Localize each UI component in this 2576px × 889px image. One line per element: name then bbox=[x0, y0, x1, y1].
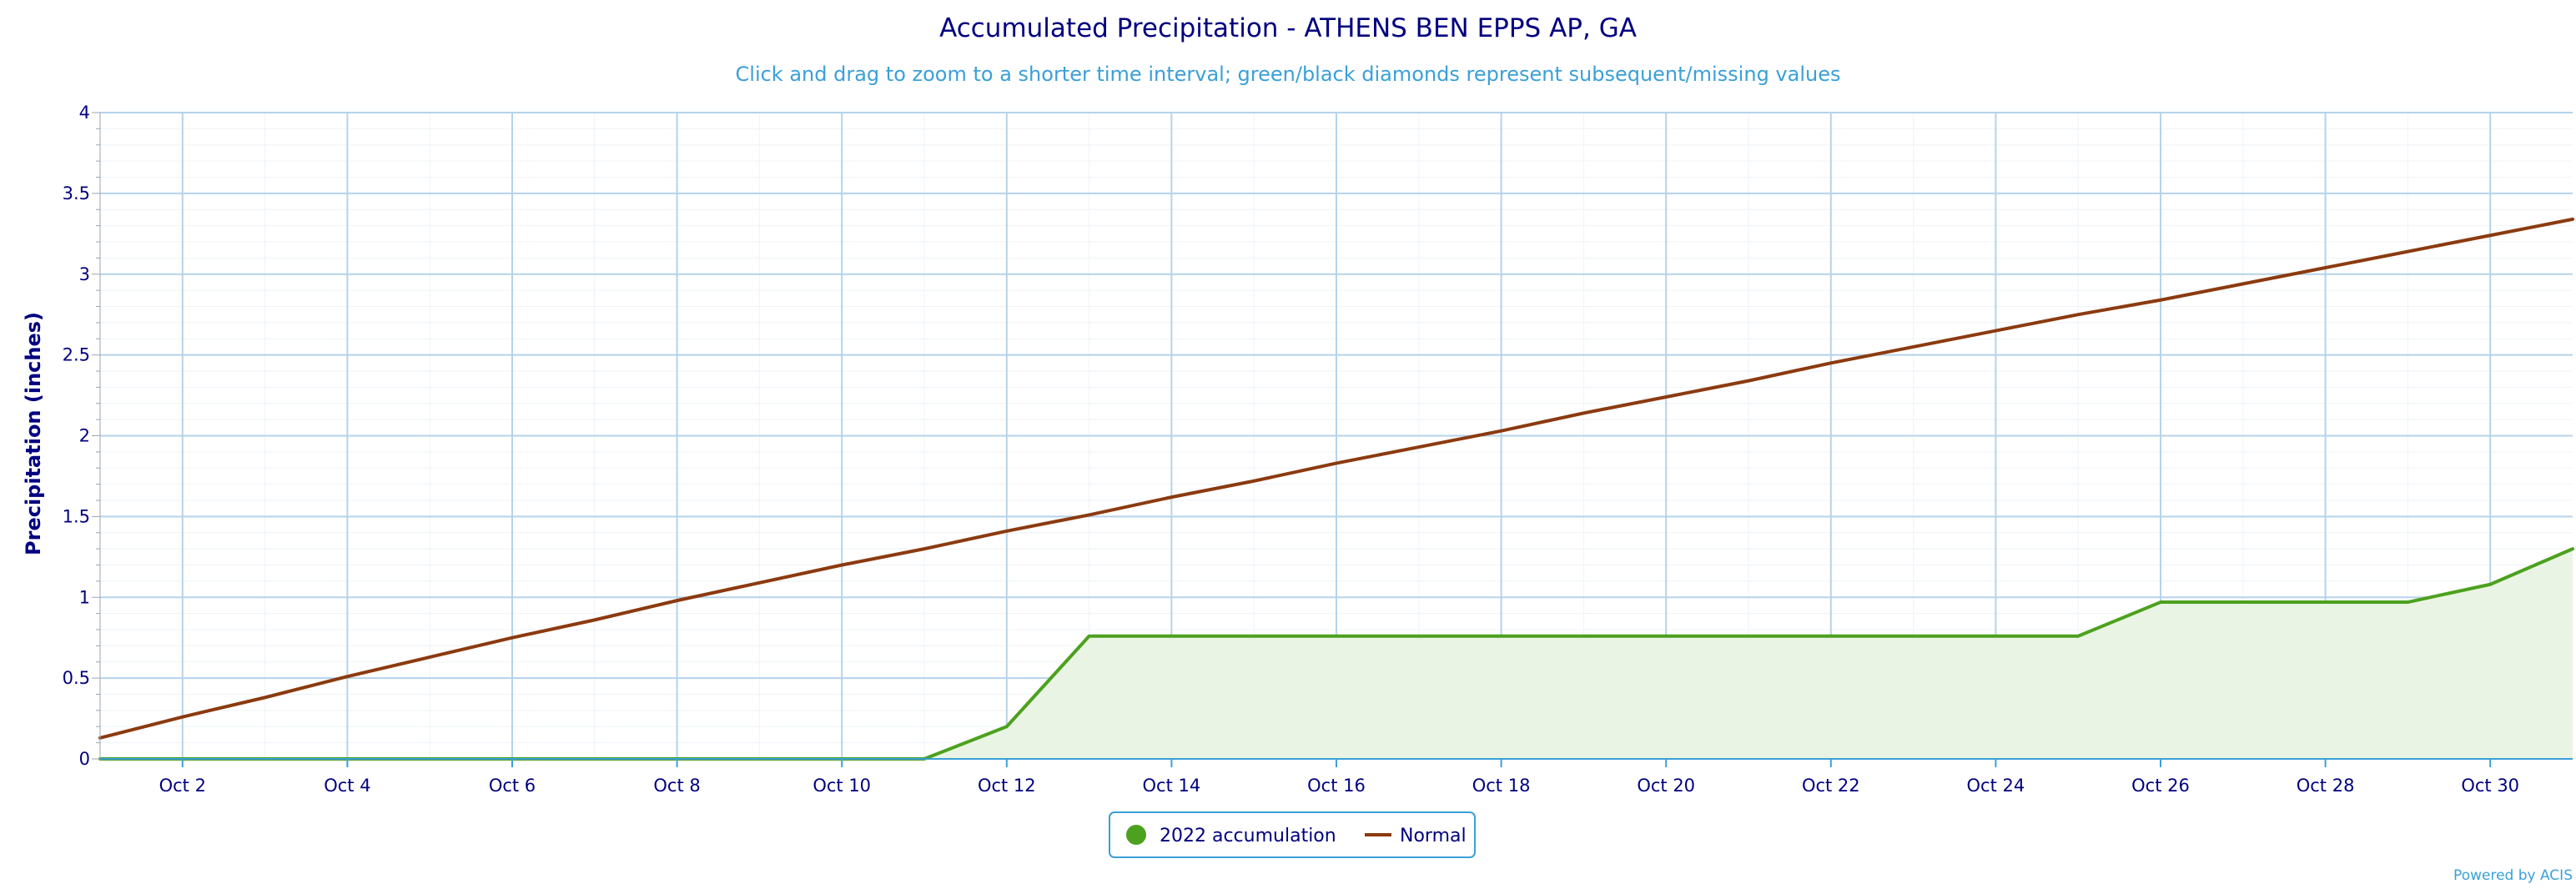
y-tick-label: 4 bbox=[79, 103, 90, 123]
x-tick-label: Oct 2 bbox=[159, 776, 206, 796]
series-area-2022-accumulation bbox=[100, 549, 2573, 759]
y-tick-label: 0 bbox=[79, 749, 90, 769]
y-tick-label: 2 bbox=[79, 426, 90, 446]
series-line-normal[interactable] bbox=[98, 217, 2574, 740]
y-tick-label: 3.5 bbox=[63, 183, 90, 203]
legend-box bbox=[1109, 811, 1476, 858]
legend-marker-2022-accumulation bbox=[1126, 825, 1146, 845]
chart-subtitle: Click and drag to zoom to a shorter time… bbox=[736, 63, 1841, 86]
y-axis-title: Precipitation (inches) bbox=[22, 312, 45, 555]
x-tick-label: Oct 26 bbox=[2131, 776, 2190, 796]
x-tick-label: Oct 12 bbox=[978, 776, 1036, 796]
x-tick-label: Oct 4 bbox=[324, 776, 370, 796]
x-tick-label: Oct 28 bbox=[2297, 776, 2355, 796]
legend-label-2022-accumulation: 2022 accumulation bbox=[1160, 826, 1336, 846]
axes: 0 0.5 1 1.5 2 2.5 3 3.5 4 Oct 2 Oct 4 Oct 6 Oct 8 Oct… bbox=[63, 103, 2573, 796]
series-areas bbox=[100, 549, 2573, 759]
x-tick-label: Oct 8 bbox=[653, 776, 700, 796]
legend-item-normal[interactable]: Normal bbox=[1365, 826, 1467, 846]
y-tick-label: 1.5 bbox=[63, 506, 90, 526]
x-tick-label: Oct 16 bbox=[1307, 776, 1366, 796]
y-tick-label: 3 bbox=[79, 264, 90, 284]
x-tick-label: Oct 30 bbox=[2461, 776, 2519, 796]
chart-title: Accumulated Precipitation - ATHENS BEN E… bbox=[939, 13, 1637, 43]
x-tick-label: Oct 14 bbox=[1143, 776, 1201, 796]
legend: 2022 accumulation Normal bbox=[1109, 811, 1476, 858]
y-tick-label: 2.5 bbox=[63, 345, 90, 365]
x-tick-label: Oct 22 bbox=[1802, 776, 1860, 796]
x-tick-label: Oct 6 bbox=[489, 776, 536, 796]
legend-item-2022-accumulation[interactable]: 2022 accumulation bbox=[1126, 825, 1336, 846]
x-tick-label: Oct 10 bbox=[813, 776, 871, 796]
y-tick-label: 1 bbox=[79, 587, 90, 607]
y-tick-label: 0.5 bbox=[63, 668, 90, 688]
x-tick-label: Oct 20 bbox=[1637, 776, 1695, 796]
x-tick-label: Oct 24 bbox=[1967, 776, 2025, 796]
legend-label-normal: Normal bbox=[1400, 826, 1467, 846]
powered-by-credit[interactable]: Powered by ACIS bbox=[2453, 867, 2573, 884]
x-tick-label: Oct 18 bbox=[1472, 776, 1531, 796]
